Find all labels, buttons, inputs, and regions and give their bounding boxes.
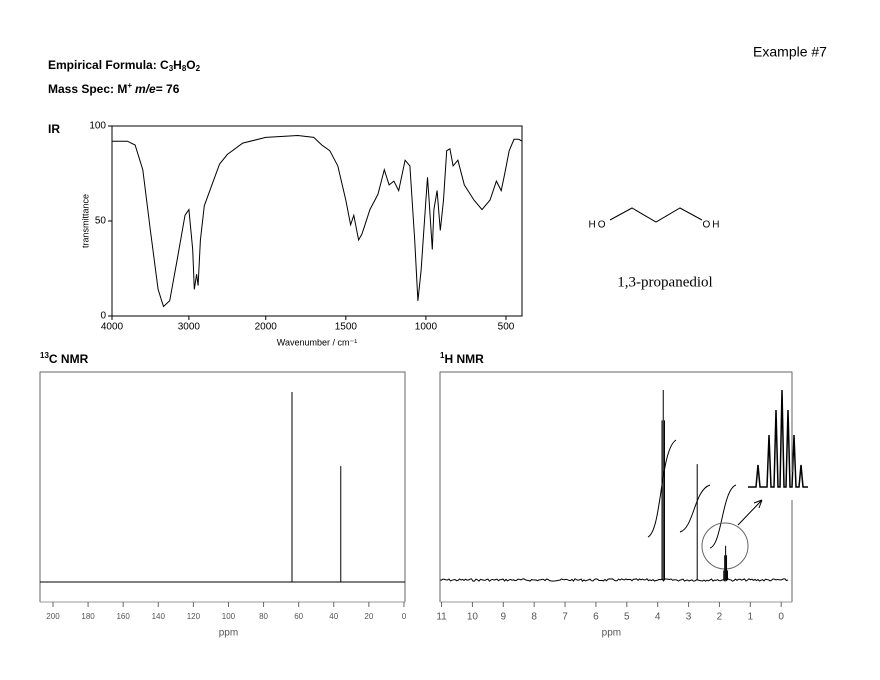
mass-label: Mass Spec: M [48,82,127,96]
hydroxyl: HO [589,220,608,231]
x-tick-label: 2000 [255,322,278,333]
charge: + [127,81,132,90]
element: H [173,58,182,72]
x-tick-label: 1 [748,612,754,623]
bonds [609,207,703,223]
x-tick-label: 11 [436,612,447,623]
x-axis-label: ppm [602,628,621,639]
x-axis-label: ppm [219,628,238,639]
chart-label: 1H NMR [440,351,484,366]
x-tick-label: 6 [593,612,599,623]
label-sup: 1 [440,351,445,360]
x-tick-label: 60 [294,612,303,621]
x-tick-label: 500 [498,322,515,333]
x-tick-label: 7 [562,612,568,623]
x-tick-label: 160 [116,612,130,621]
integral [679,484,711,533]
x-tick-label: 20 [364,612,373,621]
molecule-name: 1,3-propanediol [617,274,712,290]
x-tick-label: 9 [501,612,507,623]
x-tick-label: 40 [329,612,338,621]
x-tick-label: 3000 [178,322,201,333]
plot-frame [439,371,793,602]
subscript: 2 [196,64,201,73]
mass-spec: Mass Spec: M+ m/e= 76 [48,81,180,96]
x-axis-label: Wavenumber / cm⁻¹ [277,337,357,347]
x-tick-label: 5 [624,612,630,623]
integral [709,484,737,549]
x-tick-label: 120 [187,612,201,621]
x-tick-label: 140 [152,612,166,621]
x-tick-label: 80 [259,612,268,621]
plot-frame [39,371,406,602]
x-tick-label: 8 [531,612,537,623]
y-axis-label: transmittance [80,194,90,248]
subscript: 3 [169,64,174,73]
decorations [647,389,808,570]
label-text: C NMR [49,352,89,366]
x-tick-label: 180 [81,612,95,621]
chart-label: IR [48,122,60,136]
y-tick-label: 50 [95,216,107,227]
baseline [439,578,789,582]
example-label: Example #7 [753,44,827,60]
ir-curve [112,134,523,308]
inset-spectrum [748,389,808,488]
plot-frame [111,125,523,317]
x-tick-label: 4 [655,612,661,623]
x-tick-label: 0 [402,612,407,621]
label-text: H NMR [444,352,484,366]
x-tick-label: 3 [686,612,692,623]
x-tick-label: 10 [467,612,479,623]
x-tick-label: 100 [222,612,236,621]
hydroxyl: OH [703,220,722,231]
x-tick-label: 2 [717,612,723,623]
formula-label: Empirical Formula: [48,58,160,72]
zoom-arrow [737,499,763,526]
ratio: m/e [135,82,156,96]
subscript: 8 [182,64,187,73]
x-tick-label: 1500 [335,322,358,333]
integral [647,439,677,538]
chart-label: 13C NMR [40,351,89,366]
y-tick-label: 100 [89,121,106,132]
x-tick-label: 200 [46,612,60,621]
element: C [160,58,169,72]
x-tick-label: 1000 [415,322,438,333]
x-tick-label: 0 [778,612,784,623]
x-tick-label: 4000 [101,322,124,333]
mass-value: = 76 [156,82,180,96]
label-sup: 13 [40,351,49,360]
element: O [186,58,195,72]
formula: Empirical Formula: C3H8O2 [48,58,201,73]
y-tick-label: 0 [100,311,106,322]
